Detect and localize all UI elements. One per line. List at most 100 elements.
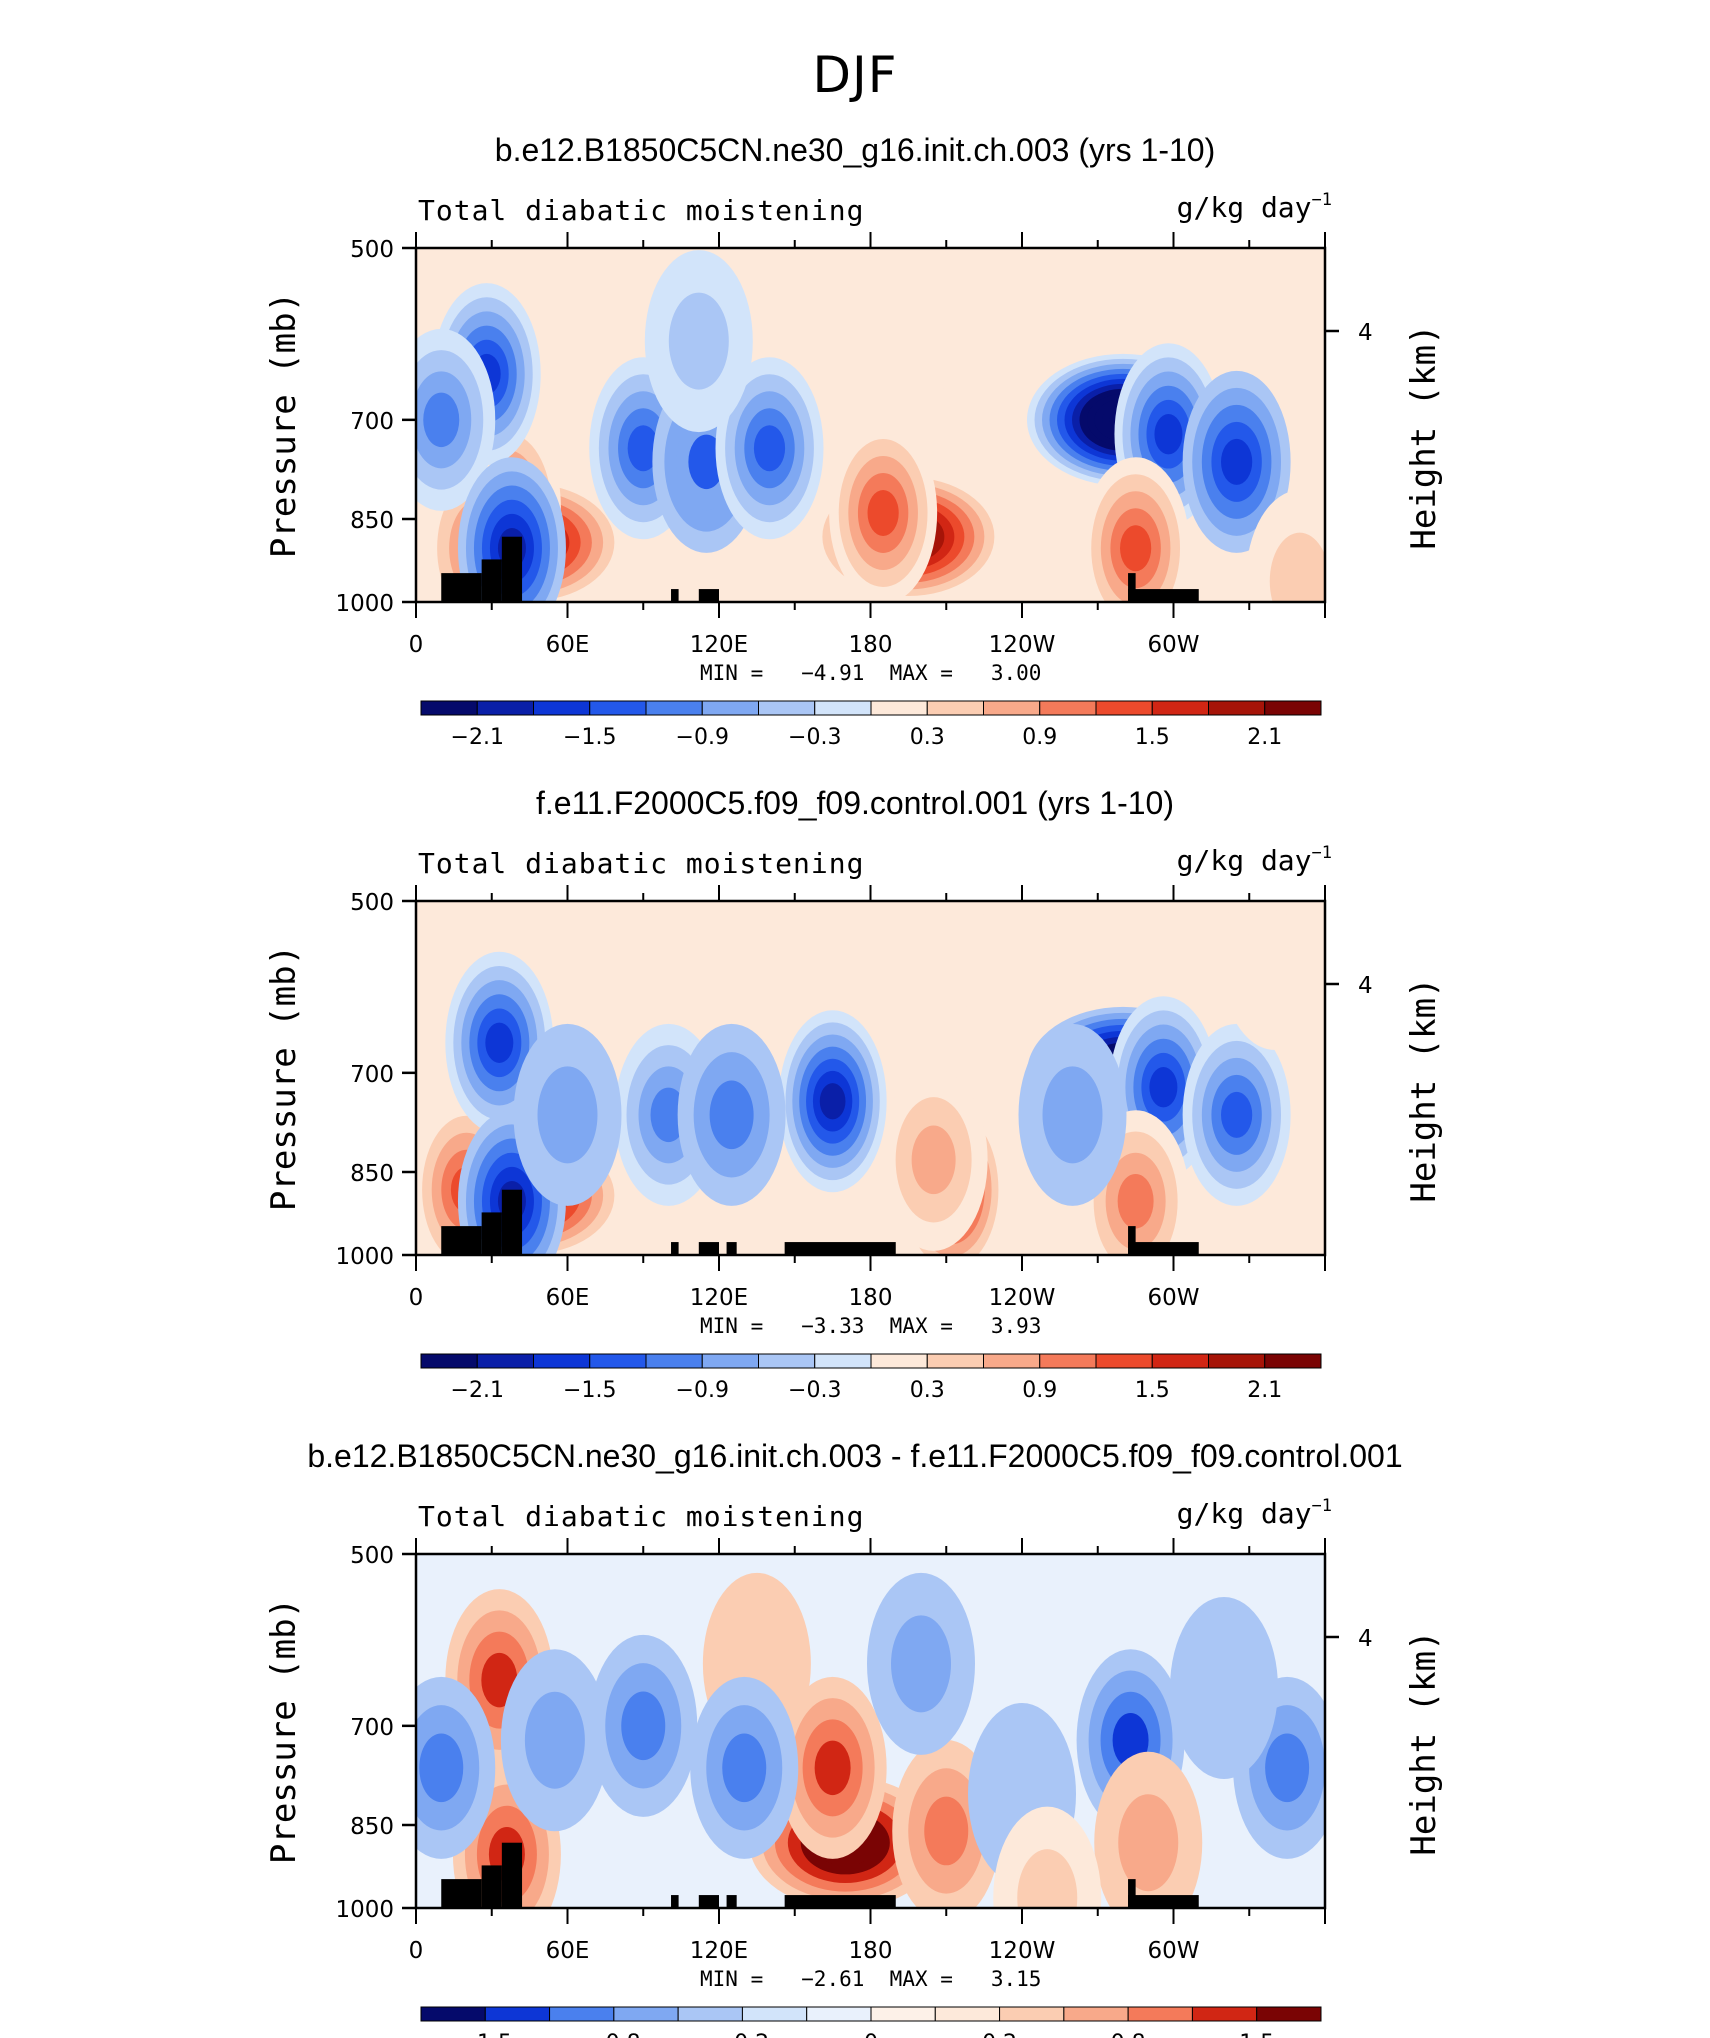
topography-block [726,1242,737,1255]
y-axis-title: Pressure (mb) [264,292,304,558]
colorbar-label: 2.1 [1247,725,1282,750]
x-tick-label: 180 [849,1938,893,1964]
y2-axis-title: Height (km) [1404,1630,1444,1855]
colorbar-box [476,700,534,716]
topography-block [501,536,523,602]
colorbar-label: 1.5 [1135,725,1170,750]
topography-block [1128,1879,1136,1908]
topography-block [1128,1226,1136,1255]
contour-level [650,1087,687,1143]
colorbar-box [1256,2006,1322,2022]
y-tick-label: 1000 [335,591,394,617]
y-tick-label: 500 [350,237,394,263]
colorbar-box [983,700,1041,716]
x-tick-label: 120E [690,1938,748,1964]
y2-axis-title: Height (km) [1404,324,1444,549]
colorbar-label: −1.5 [459,2031,512,2038]
colorbar-box [1039,1353,1097,1369]
contour-level [419,1733,464,1803]
topography-block [481,1865,502,1908]
colorbar-box [983,1353,1041,1369]
colorbar-label: −0.9 [676,725,729,750]
topography-block [481,559,502,602]
y-tick-label: 850 [350,1161,394,1187]
contour-level [1265,1733,1310,1803]
colorbar-label: −2.1 [451,1378,504,1403]
colorbar-label: 1.5 [1135,1378,1170,1403]
min-max-readout: MIN = −2.61 MAX = 3.15 [700,1967,1041,1991]
contour-level [1269,532,1325,602]
contour-level [1154,414,1183,455]
y2-axis-title: Height (km) [1404,977,1444,1202]
x-tick-label: 0 [409,632,424,658]
topography-block [501,1189,523,1255]
x-tick-label: 120W [989,1285,1056,1311]
contour-level [1017,1849,1078,1908]
contour-level [1149,1067,1178,1108]
topography-block [726,1895,737,1908]
colorbar-box [533,1353,591,1369]
colorbar-label: 0.9 [1022,1378,1057,1403]
topography-block [441,1226,482,1255]
x-tick-label: 120W [989,1938,1056,1964]
topography-block [481,1212,502,1255]
x-tick-label: 60E [546,632,590,658]
colorbar-box [870,2006,936,2022]
colorbar-box [814,700,872,716]
contour-level [688,434,725,490]
y2-tick-label: 4 [1358,320,1373,346]
colorbar-label: 0.3 [910,725,945,750]
y-tick-label: 500 [350,890,394,916]
contour-level [1120,525,1152,572]
units-label: g/kg day−1 [1177,843,1332,877]
contour-level [867,489,899,536]
plot-panel: 0 60E 120E 180 120W 60W 500 700 850 1000 4 Pressure… [264,232,1444,750]
plot-panel: 0 60E 120E 180 120W 60W 500 700 850 1000 4 Pressure… [264,885,1444,1403]
units-label: g/kg day−1 [1177,1496,1332,1530]
contour-level [485,1022,514,1063]
max-label: MAX = [889,1967,953,1991]
y-tick-label: 700 [350,409,394,435]
topography-block [501,1842,523,1908]
colorbar-box [645,1353,703,1369]
contour-level [1194,1639,1254,1737]
colorbar-box [1039,700,1097,716]
colorbar-box [806,2006,872,2022]
min-max-readout: MIN = −4.91 MAX = 3.00 [700,661,1041,685]
units-exponent: −1 [1311,1496,1332,1516]
min-label: MIN = [700,1314,764,1338]
variable-label: Total diabatic moistening [418,1500,865,1533]
units-exponent: −1 [1311,843,1332,863]
panel-title: b.e12.B1850C5CN.ne30_g16.init.ch.003 - f… [307,1438,1403,1474]
colorbar-box [420,700,478,716]
topography-block [698,589,719,602]
colorbar-box [926,700,984,716]
colorbar-label: −0.2 [716,2031,769,2038]
colorbar-label: 0.2 [982,2031,1017,2038]
contour-level [891,1615,951,1713]
units-text: g/kg day [1176,844,1312,877]
contour-level [537,1066,598,1164]
y-tick-label: 700 [350,1715,394,1741]
contour-level [1221,1091,1253,1138]
colorbar-label: 0 [864,2031,878,2038]
min-label: MIN = [700,661,764,685]
contour-level [722,1733,767,1803]
contour-level [621,1691,666,1761]
colorbar-box [589,700,647,716]
contour-field [416,901,1325,1255]
contour-field [416,248,1325,602]
colorbar-box [1063,2006,1129,2022]
topography-block [784,1895,896,1908]
contour-level [753,425,786,472]
max-value: 3.00 [990,661,1042,685]
topography-block [671,589,679,602]
y-axis-title: Pressure (mb) [264,1598,304,1864]
contour-level [941,910,1002,1008]
colorbar-label: 0.8 [1111,2031,1146,2038]
y-axis-title: Pressure (mb) [264,945,304,1211]
colorbar-box [613,2006,679,2022]
colorbar-box [1151,700,1209,716]
